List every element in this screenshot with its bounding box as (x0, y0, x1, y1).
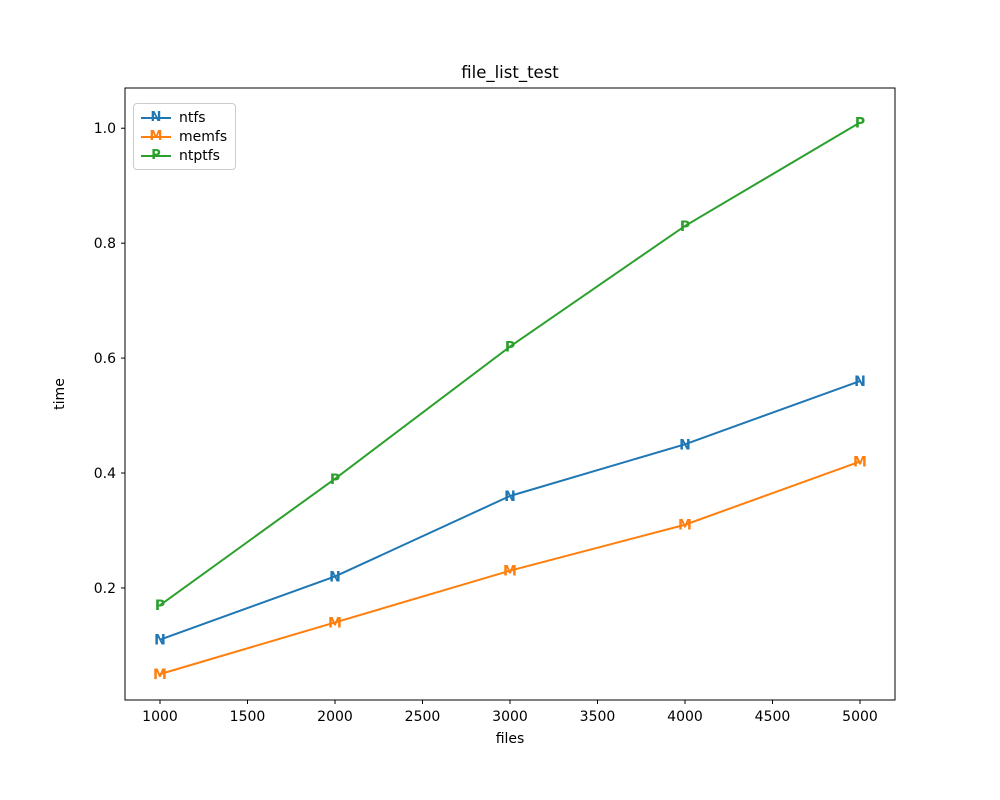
x-tick-label: 1000 (142, 709, 178, 725)
marker-m-icon: M (678, 518, 692, 534)
legend-line-memfs (141, 135, 171, 138)
marker-n-icon: N (154, 633, 166, 649)
y-tick-label: 0.8 (94, 236, 116, 252)
marker-p-icon: P (155, 598, 165, 614)
marker-p-icon: P (330, 472, 340, 488)
marker-m-icon: M (853, 455, 867, 471)
legend-marker-p-icon: P (151, 147, 161, 163)
marker-m-icon: M (328, 615, 342, 631)
legend-label-ntptfs: ntptfs (179, 147, 220, 164)
y-tick-label: 0.2 (94, 581, 116, 597)
marker-n-icon: N (504, 489, 516, 505)
legend-marker-m-icon: M (149, 128, 163, 144)
marker-p-icon: P (505, 340, 515, 356)
legend-marker-n-icon: N (150, 109, 162, 125)
marker-p-icon: P (855, 115, 865, 131)
legend-sample-ntfs: N (141, 110, 171, 126)
marker-n-icon: N (329, 569, 341, 585)
axes-frame (124, 87, 896, 701)
legend-sample-ntptfs: P (141, 148, 171, 164)
x-tick-label: 5000 (842, 709, 878, 725)
series-line-ntfs (159, 380, 861, 641)
legend-label-ntfs: ntfs (179, 109, 206, 126)
x-tick-label: 2500 (405, 709, 441, 725)
marker-n-icon: N (854, 374, 866, 390)
legend-line-ntptfs (141, 154, 171, 157)
legend-line-ntfs (141, 116, 171, 119)
y-tick-label: 0.4 (94, 466, 116, 482)
chart-title: file_list_test (461, 63, 559, 82)
x-tick-label: 4000 (667, 709, 703, 725)
marker-p-icon: P (680, 219, 690, 235)
x-tick-label: 1500 (230, 709, 266, 725)
series-line-ntptfs (159, 121, 861, 606)
x-tick-label: 3000 (492, 709, 528, 725)
marker-m-icon: M (153, 667, 167, 683)
marker-m-icon: M (503, 564, 517, 580)
x-axis-label: files (495, 731, 525, 747)
y-tick-label: 0.6 (94, 351, 116, 367)
y-axis-label: time (52, 378, 68, 410)
y-tick-label: 1.0 (94, 121, 116, 137)
legend-sample-memfs: M (141, 129, 171, 145)
marker-n-icon: N (679, 437, 691, 453)
x-tick-label: 3500 (580, 709, 616, 725)
legend-label-memfs: memfs (179, 128, 228, 145)
x-tick-label: 2000 (317, 709, 353, 725)
x-tick-label: 4500 (755, 709, 791, 725)
series-line-memfs (159, 460, 861, 676)
